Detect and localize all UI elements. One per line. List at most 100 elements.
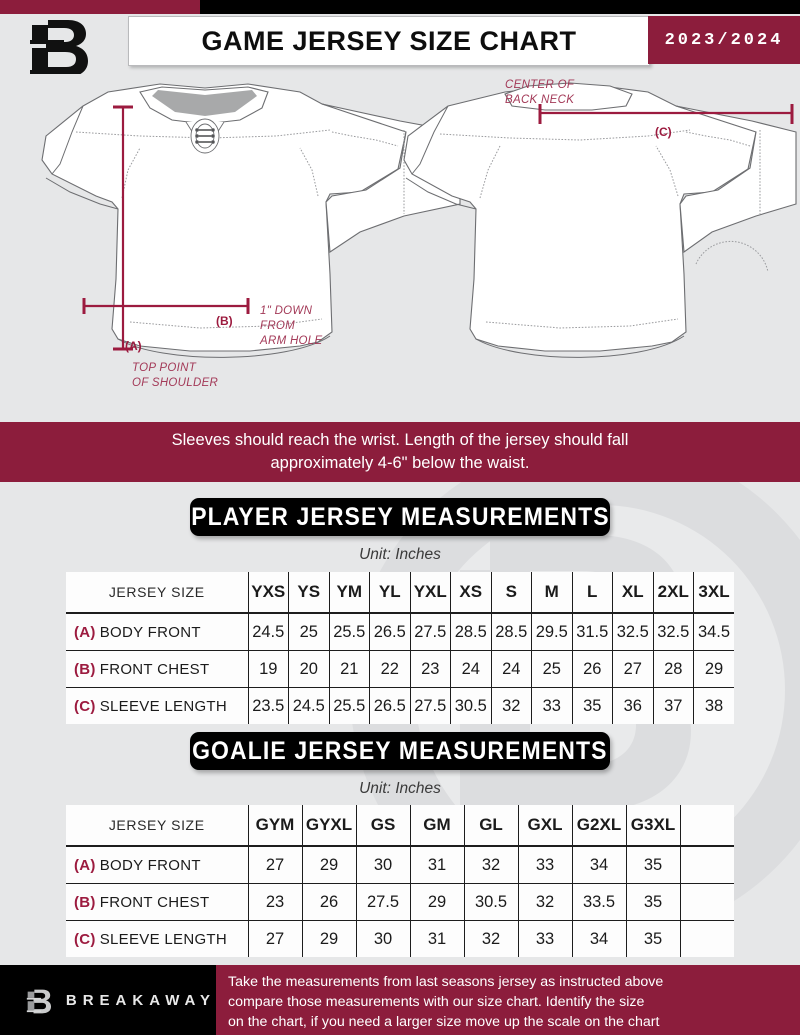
goalie-row-label: (A) BODY FRONT [66, 845, 249, 884]
front-label-b: (B) [216, 314, 233, 328]
goalie-row-label: (C) SLEEVE LENGTH [66, 920, 249, 957]
measure-name: SLEEVE LENGTH [99, 930, 228, 948]
table-row: (A) BODY FRONT 24.5 25 25.5 26.5 27.5 28.5 28.5 2… [66, 612, 734, 651]
goalie-measurements-table-wrap: JERSEY SIZE GYM GYXL GS GM GL GXL G2XL G3XL (A)… [66, 805, 734, 957]
goalie-cell: 23 [247, 883, 303, 921]
player-size-header: 3XL [693, 572, 734, 614]
player-cell: 28.5 [450, 612, 492, 651]
footer-brand-name: BREAKAWAY [65, 991, 216, 1009]
player-cell: 25.5 [328, 687, 370, 724]
goalie-cell: 33.5 [571, 883, 627, 921]
goalie-cell: 33 [517, 845, 573, 884]
player-size-header: S [490, 572, 532, 614]
front-measure-lines [82, 105, 250, 351]
player-cell: 32.5 [612, 612, 654, 651]
breakaway-b-logo-icon [30, 20, 88, 74]
goalie-cell: 34 [571, 845, 627, 884]
player-cell: 23.5 [247, 687, 289, 724]
goalie-cell: 30 [355, 920, 411, 957]
goalie-size-header: GS [355, 805, 411, 847]
player-section-title: PLAYER JERSEY MEASUREMENTS [190, 502, 610, 531]
measure-code: (A) [74, 623, 96, 641]
goalie-cell: 30 [355, 845, 411, 884]
goalie-cell: 30.5 [463, 883, 519, 921]
season-label: 2023/2024 [664, 30, 784, 50]
player-cell: 26.5 [369, 687, 411, 724]
player-cell: 25 [531, 650, 573, 688]
goalie-measurements-table: JERSEY SIZE GYM GYXL GS GM GL GXL G2XL G3XL (A)… [66, 805, 734, 957]
page-title-box: GAME JERSEY SIZE CHART [128, 16, 650, 66]
player-cell: 37 [652, 687, 694, 724]
goalie-cell: 27 [247, 920, 303, 957]
player-cell: 35 [571, 687, 613, 724]
player-cell: 29.5 [531, 612, 573, 651]
player-cell: 28.5 [490, 612, 532, 651]
player-cell: 27 [612, 650, 654, 688]
goalie-cell: 35 [625, 845, 681, 884]
goalie-size-header: GYM [247, 805, 303, 847]
table-row: (B) FRONT CHEST 19 20 21 22 23 24 24 25 26 27 28 29 [66, 650, 734, 688]
goalie-cell [679, 845, 734, 884]
goalie-cell: 31 [409, 845, 465, 884]
player-cell: 27.5 [409, 612, 451, 651]
footer-note-line-1: Take the measurements from last seasons … [228, 974, 664, 990]
fit-note-band: Sleeves should reach the wrist. Length o… [0, 422, 800, 482]
footer-brand-block: BREAKAWAY [0, 965, 216, 1035]
goalie-cell: 29 [301, 920, 357, 957]
player-measurements-table: JERSEY SIZE YXS YS YM YL YXL XS S M L XL 2XL 3XL (A… [66, 572, 734, 724]
player-cell: 20 [288, 650, 330, 688]
player-cell: 27.5 [409, 687, 451, 724]
goalie-cell: 31 [409, 920, 465, 957]
player-cell: 24.5 [288, 687, 330, 724]
goalie-section-title: GOALIE JERSEY MEASUREMENTS [192, 736, 608, 765]
player-cell: 24.5 [247, 612, 289, 651]
front-note-b-line1: 1" DOWN [260, 305, 313, 317]
player-cell: 26 [571, 650, 613, 688]
back-note-c-line2: BACK NECK [505, 94, 575, 106]
goalie-row-label: (B) FRONT CHEST [66, 883, 249, 921]
goalie-cell: 32 [463, 920, 519, 957]
player-cell: 30.5 [450, 687, 492, 724]
measure-name: BODY FRONT [99, 623, 201, 641]
front-note-b-line2: FROM [260, 320, 295, 332]
goalie-cell: 27 [247, 845, 303, 884]
goalie-cell: 27.5 [355, 883, 411, 921]
player-table-header-row: JERSEY SIZE YXS YS YM YL YXL XS S M L XL 2XL 3XL [66, 572, 734, 614]
player-size-header: YM [328, 572, 370, 614]
goalie-cell: 35 [625, 920, 681, 957]
goalie-size-header: GYXL [301, 805, 357, 847]
front-note-b-line3: ARM HOLE [259, 335, 322, 347]
player-table-row-header: JERSEY SIZE [66, 572, 249, 614]
player-size-header: YS [288, 572, 330, 614]
measure-code: (B) [74, 660, 96, 678]
goalie-size-header: G2XL [571, 805, 627, 847]
player-cell: 22 [369, 650, 411, 688]
page-header: GAME JERSEY SIZE CHART 2023/2024 [0, 14, 800, 74]
goalie-table-header-row: JERSEY SIZE GYM GYXL GS GM GL GXL G2XL G3XL [66, 805, 734, 847]
player-size-header: YL [369, 572, 411, 614]
fit-note-line-1: Sleeves should reach the wrist. Length o… [171, 431, 629, 449]
breakaway-b-logo-icon [26, 989, 52, 1014]
player-size-header: L [571, 572, 613, 614]
measure-code: (C) [74, 697, 96, 715]
player-cell: 33 [531, 687, 573, 724]
player-cell: 32.5 [652, 612, 694, 651]
player-size-header: YXL [409, 572, 451, 614]
player-cell: 28 [652, 650, 694, 688]
measure-code: (B) [74, 893, 96, 911]
table-row: (B) FRONT CHEST 23 26 27.5 29 30.5 32 33.5 35 [66, 883, 734, 921]
player-cell: 38 [693, 687, 734, 724]
player-cell: 24 [450, 650, 492, 688]
player-cell: 19 [247, 650, 289, 688]
player-row-label: (B) FRONT CHEST [66, 650, 249, 688]
player-section-title-pill: PLAYER JERSEY MEASUREMENTS [190, 498, 610, 536]
measure-code: (A) [74, 856, 96, 874]
front-label-a: (A) [125, 339, 142, 353]
jersey-diagram: (A) TOP POINT OF SHOULDER (B) 1" DOWN FR… [0, 74, 800, 419]
goalie-cell: 32 [517, 883, 573, 921]
goalie-size-header [679, 805, 734, 847]
player-unit-label: Unit: Inches [359, 546, 441, 563]
goalie-cell: 29 [409, 883, 465, 921]
player-cell: 21 [328, 650, 370, 688]
